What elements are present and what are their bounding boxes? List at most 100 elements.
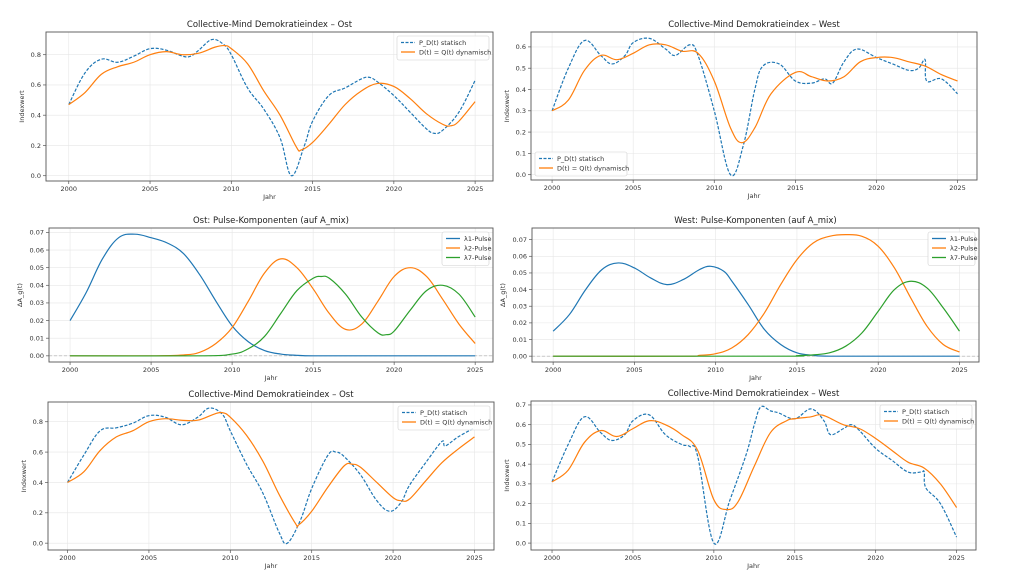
x-tick-label: 2020 (867, 554, 884, 562)
y-axis-label: Indexwert (18, 90, 26, 123)
legend-box (879, 404, 973, 430)
y-axis-label: ΔA_g(t) (16, 283, 24, 307)
y-axis-label: Indexwert (503, 89, 511, 122)
axes-frame (531, 227, 980, 363)
y-tick-label: 0.00 (30, 352, 44, 360)
y-tick-label: 0.01 (513, 336, 527, 344)
x-tick-label: 2010 (223, 185, 240, 193)
y-tick-label: 0.7 (516, 401, 526, 409)
chart-title: Collective-Mind Demokratieindex – West (668, 389, 840, 399)
y-tick-label: 0.1 (516, 520, 526, 528)
y-tick-label: 0.07 (30, 229, 44, 237)
legend-label: D(t) = Q(t) dynamisch (557, 164, 629, 172)
x-tick-label: 2010 (222, 554, 239, 562)
x-tick-label: 2020 (385, 554, 402, 562)
x-tick-label: 2015 (787, 184, 804, 192)
chart-ost-top: Collective-Mind Demokratieindex – Ost Ja… (18, 20, 494, 201)
series-line-d-t-q-t-dynamisch (67, 411, 475, 528)
x-tick-label: 2025 (467, 185, 484, 193)
y-tick-label: 0.6 (31, 81, 41, 89)
x-tick-label: 2010 (706, 184, 723, 192)
x-tick-label: 2015 (303, 554, 320, 562)
x-tick-label: 2015 (786, 554, 803, 562)
series-line-p-d-t-statisch (551, 37, 958, 177)
x-tick-label: 2015 (304, 185, 321, 193)
chart-west-bottom: Collective-Mind Demokratieindex – West J… (503, 389, 977, 570)
legend-label: λ2-Pulse (464, 244, 491, 252)
y-tick-label: 0.2 (33, 509, 43, 517)
x-tick-label: 2020 (386, 185, 403, 193)
legend-box (534, 151, 628, 177)
y-tick-label: 0.01 (30, 334, 44, 342)
series-line-d-t-q-t-dynamisch (68, 44, 476, 152)
y-tick-label: 0.0 (33, 539, 43, 547)
x-tick-label: 2010 (706, 554, 723, 562)
x-tick-label: 2000 (60, 185, 77, 193)
y-tick-label: 0.3 (516, 107, 526, 115)
y-tick-label: 0.1 (516, 150, 526, 158)
chart-title: Collective-Mind Demokratieindex – West (668, 20, 840, 30)
legend-label: λ1-Pulse (464, 235, 491, 243)
y-tick-label: 0.4 (516, 460, 526, 468)
x-tick-label: 2025 (951, 366, 968, 374)
legend-label: D(t) = Q(t) dynamisch (420, 418, 492, 426)
y-tick-label: 0.6 (516, 421, 526, 429)
axes-frame (47, 401, 495, 551)
series-line--1-pulse (69, 233, 476, 357)
legend-box (396, 35, 490, 61)
grid (48, 402, 494, 550)
y-axis-label: Indexwert (20, 459, 28, 492)
legend-label: P_D(t) statisch (557, 155, 604, 163)
y-tick-label: 0.02 (30, 317, 44, 325)
series-line-p-d-t-statisch (551, 405, 958, 545)
chart-title: Collective-Mind Demokratieindex – Ost (187, 20, 353, 30)
x-axis-label: Jahr (262, 193, 276, 201)
x-tick-label: 2010 (707, 366, 724, 374)
series-line-p-d-t-statisch (68, 38, 476, 177)
chart-west-top: Collective-Mind Demokratieindex – West J… (503, 20, 978, 200)
series-line--7-pulse (553, 280, 960, 357)
x-tick-label: 2020 (386, 366, 403, 374)
x-axis-label: Jahr (264, 374, 278, 382)
axes-frame (530, 31, 978, 181)
x-tick-label: 2000 (545, 366, 562, 374)
y-tick-label: 0.4 (31, 111, 41, 119)
y-tick-label: 0.5 (516, 65, 526, 73)
y-tick-label: 0.0 (516, 171, 526, 179)
x-tick-label: 2020 (868, 184, 885, 192)
legend-label: P_D(t) statisch (419, 39, 466, 47)
y-tick-label: 0.00 (513, 352, 527, 360)
y-tick-label: 0.4 (33, 479, 43, 487)
grid (531, 401, 976, 550)
y-tick-label: 0.02 (513, 319, 527, 327)
y-tick-label: 0.06 (513, 253, 527, 261)
legend-label: λ2-Pulse (950, 244, 977, 252)
x-tick-label: 2005 (625, 554, 642, 562)
y-tick-label: 0.0 (516, 539, 526, 547)
x-tick-label: 2025 (466, 554, 483, 562)
y-tick-label: 0.2 (516, 128, 526, 136)
x-axis-label: Jahr (747, 192, 761, 200)
axes-frame (48, 227, 494, 363)
x-tick-label: 2025 (948, 554, 965, 562)
x-tick-label: 2025 (467, 366, 484, 374)
series-line-d-t-q-t-dynamisch (551, 43, 958, 144)
y-tick-label: 0.07 (513, 236, 527, 244)
x-axis-label: Jahr (748, 374, 762, 382)
x-tick-label: 2005 (142, 185, 159, 193)
x-tick-label: 2000 (62, 366, 79, 374)
y-axis-label: Indexwert (503, 459, 511, 492)
y-axis-label: ΔA_g(t) (499, 283, 507, 307)
x-tick-label: 2010 (224, 366, 241, 374)
x-axis-label: Jahr (264, 562, 278, 570)
series-line-d-t-q-t-dynamisch (551, 414, 958, 511)
legend-label: D(t) = Q(t) dynamisch (419, 48, 491, 56)
y-tick-label: 0.0 (31, 172, 41, 180)
y-tick-label: 0.3 (516, 480, 526, 488)
